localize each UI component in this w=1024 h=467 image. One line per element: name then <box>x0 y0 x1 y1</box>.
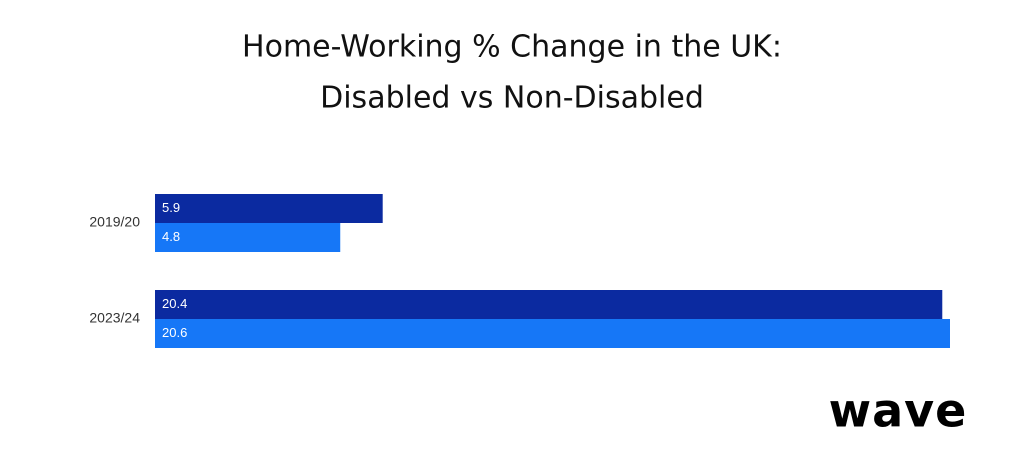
logo: wave <box>829 384 968 438</box>
bar <box>155 194 383 223</box>
chart-title: Home-Working % Change in the UK: <box>242 30 782 65</box>
chart-title: Disabled vs Non-Disabled <box>320 81 704 116</box>
value-label: 4.8 <box>162 229 180 244</box>
bar <box>155 223 341 252</box>
bar <box>155 290 943 319</box>
value-label: 5.9 <box>162 200 180 215</box>
value-label: 20.6 <box>162 325 187 340</box>
y-tick-label: 2019/20 <box>89 214 140 230</box>
value-label: 20.4 <box>162 296 187 311</box>
y-tick-label: 2023/24 <box>89 310 140 326</box>
bar <box>155 319 950 348</box>
